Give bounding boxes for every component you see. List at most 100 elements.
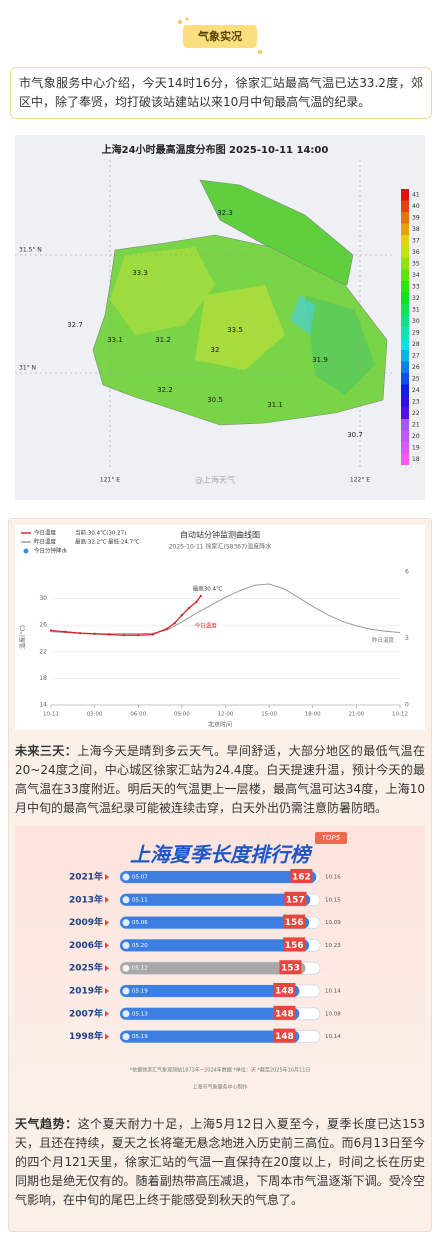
colorbar-label: 20 [412, 433, 420, 440]
forecast: 未来三天：上海今天是晴到多云天气。早间舒适，大部分地区的最低气温在20~24度之… [15, 742, 425, 818]
value-box [290, 869, 313, 883]
end-label: 10.15 [325, 897, 341, 903]
point [180, 614, 184, 617]
colorbar-label: 23 [412, 398, 420, 405]
start-dot [122, 873, 130, 881]
warm-area [110, 247, 215, 335]
end-label: 10.14 [325, 1034, 341, 1040]
temperature-map: 上海24小时最高温度分布图 2025-10-11 14:00 31.5° N 3… [15, 135, 425, 500]
value-box [273, 1028, 296, 1043]
bar [120, 939, 310, 952]
forecast-text: 上海今天是晴到多云天气。早间舒适，大部分地区的最低气温在20~24度之间，中心城… [15, 744, 425, 815]
legend-swatch [23, 548, 29, 554]
lon-label: 121° E [100, 477, 120, 484]
colorbar-cell [401, 419, 409, 431]
colorbar-label: 34 [412, 272, 420, 279]
chart-bg [15, 525, 425, 730]
lon-label: 122° E [350, 477, 370, 484]
station-value: 30.5 [207, 396, 223, 404]
arrow [105, 965, 109, 972]
colorbar-label: 18 [412, 456, 420, 463]
legend-label: 今日分钟降水 [34, 547, 68, 555]
header-decor [178, 17, 262, 54]
colorbar-cell [401, 430, 409, 442]
category-label: 2021年 [69, 871, 103, 883]
lat-label: 31.5° N [19, 247, 42, 254]
start-label: 05.11 [132, 897, 148, 903]
line-label: 昨日温度 [372, 636, 395, 644]
chart-subtitle: 2025-10-11 徐家汇(58367)温度降水 [169, 543, 272, 551]
category-label: 2009年 [69, 916, 103, 928]
trend-text: 这个夏天耐力十足，上海5月12日入夏至今，夏季长度已达153天，且还在持续，夏天… [15, 1117, 425, 1207]
x-tick-label: 06:00 [130, 712, 146, 718]
value-label: 156 [285, 918, 304, 928]
tag-bg [183, 25, 257, 48]
station-value: 33.1 [107, 336, 123, 344]
arrow [105, 988, 109, 994]
point [78, 631, 82, 635]
bar [120, 893, 311, 906]
category-label: 1998年 [69, 1030, 103, 1042]
station-value: 32 [211, 346, 220, 354]
y-tick-label: 22 [39, 648, 47, 655]
value-box [283, 914, 306, 929]
value-label: 148 [275, 987, 294, 997]
lat-label: 31° N [19, 365, 36, 372]
point [173, 622, 176, 625]
station-value: 31.2 [155, 336, 171, 344]
y2-tick-label: 0 [405, 702, 409, 709]
end-label: 10.23 [325, 943, 341, 949]
ranking-chart: TOP5 上海夏季长度排行榜 *依据徐家汇气象观测站1873年~2024年数据 … [15, 826, 425, 1102]
bar [120, 916, 310, 929]
arrow [105, 942, 109, 949]
arrow [105, 1033, 109, 1040]
colorbar-label: 36 [412, 249, 420, 256]
start-dot [122, 1033, 130, 1041]
station-value: 30.7 [347, 431, 363, 439]
category-label: 2025年 [69, 962, 103, 974]
colorbar-label: 26 [412, 364, 420, 371]
station-value: 31.9 [312, 356, 328, 364]
x-tick-label: 21:00 [348, 712, 364, 718]
station-value: 33.5 [227, 326, 243, 334]
y-tick-label: 14 [39, 702, 47, 709]
bar [120, 1030, 300, 1043]
value-label: 156 [285, 941, 304, 951]
start-label: 05.12 [132, 966, 148, 972]
chart-title: 自动站分钟监测曲线图 [180, 530, 260, 540]
arrow [105, 874, 109, 880]
bar [120, 871, 317, 883]
map-title: 上海24小时最高温度分布图 2025-10-11 14:00 [102, 143, 329, 156]
start-dot [122, 1010, 130, 1018]
value-label: 153 [281, 964, 300, 974]
value-label: 148 [275, 1009, 294, 1019]
colorbar-label: 40 [412, 203, 420, 210]
temperature-line [50, 595, 202, 636]
arrow [105, 1010, 109, 1017]
colorbar-cell [401, 442, 409, 454]
colorbar-cell [401, 235, 409, 247]
bar [120, 985, 300, 997]
bar [120, 1007, 300, 1020]
colorbar-cell [401, 200, 409, 212]
line-chart: 自动站分钟监测曲线图 2025-10-11 徐家汇(58367)温度降水 北京时… [15, 525, 425, 730]
x-tick-label: 10-12 [392, 712, 408, 718]
colorbar-cell [401, 315, 409, 327]
value-box [273, 1005, 296, 1020]
colorbar-label: 31 [412, 306, 420, 313]
station-value: 33.3 [132, 269, 148, 277]
colorbar-cell [401, 453, 409, 465]
value-box [273, 983, 296, 997]
colorbar-label: 32 [412, 295, 420, 302]
start-dot [122, 987, 130, 995]
badge: TOP5 [322, 834, 341, 842]
colorbar-cell [401, 223, 409, 235]
colorbar-label: 39 [412, 214, 420, 221]
point [122, 633, 125, 637]
start-dot [122, 919, 130, 927]
colorbar-label: 35 [412, 260, 420, 267]
end-label: 10.09 [325, 920, 341, 926]
note: *依据徐家汇气象观测站1873年~2024年数据 *单位：天 *截至2025年1… [130, 1067, 311, 1074]
